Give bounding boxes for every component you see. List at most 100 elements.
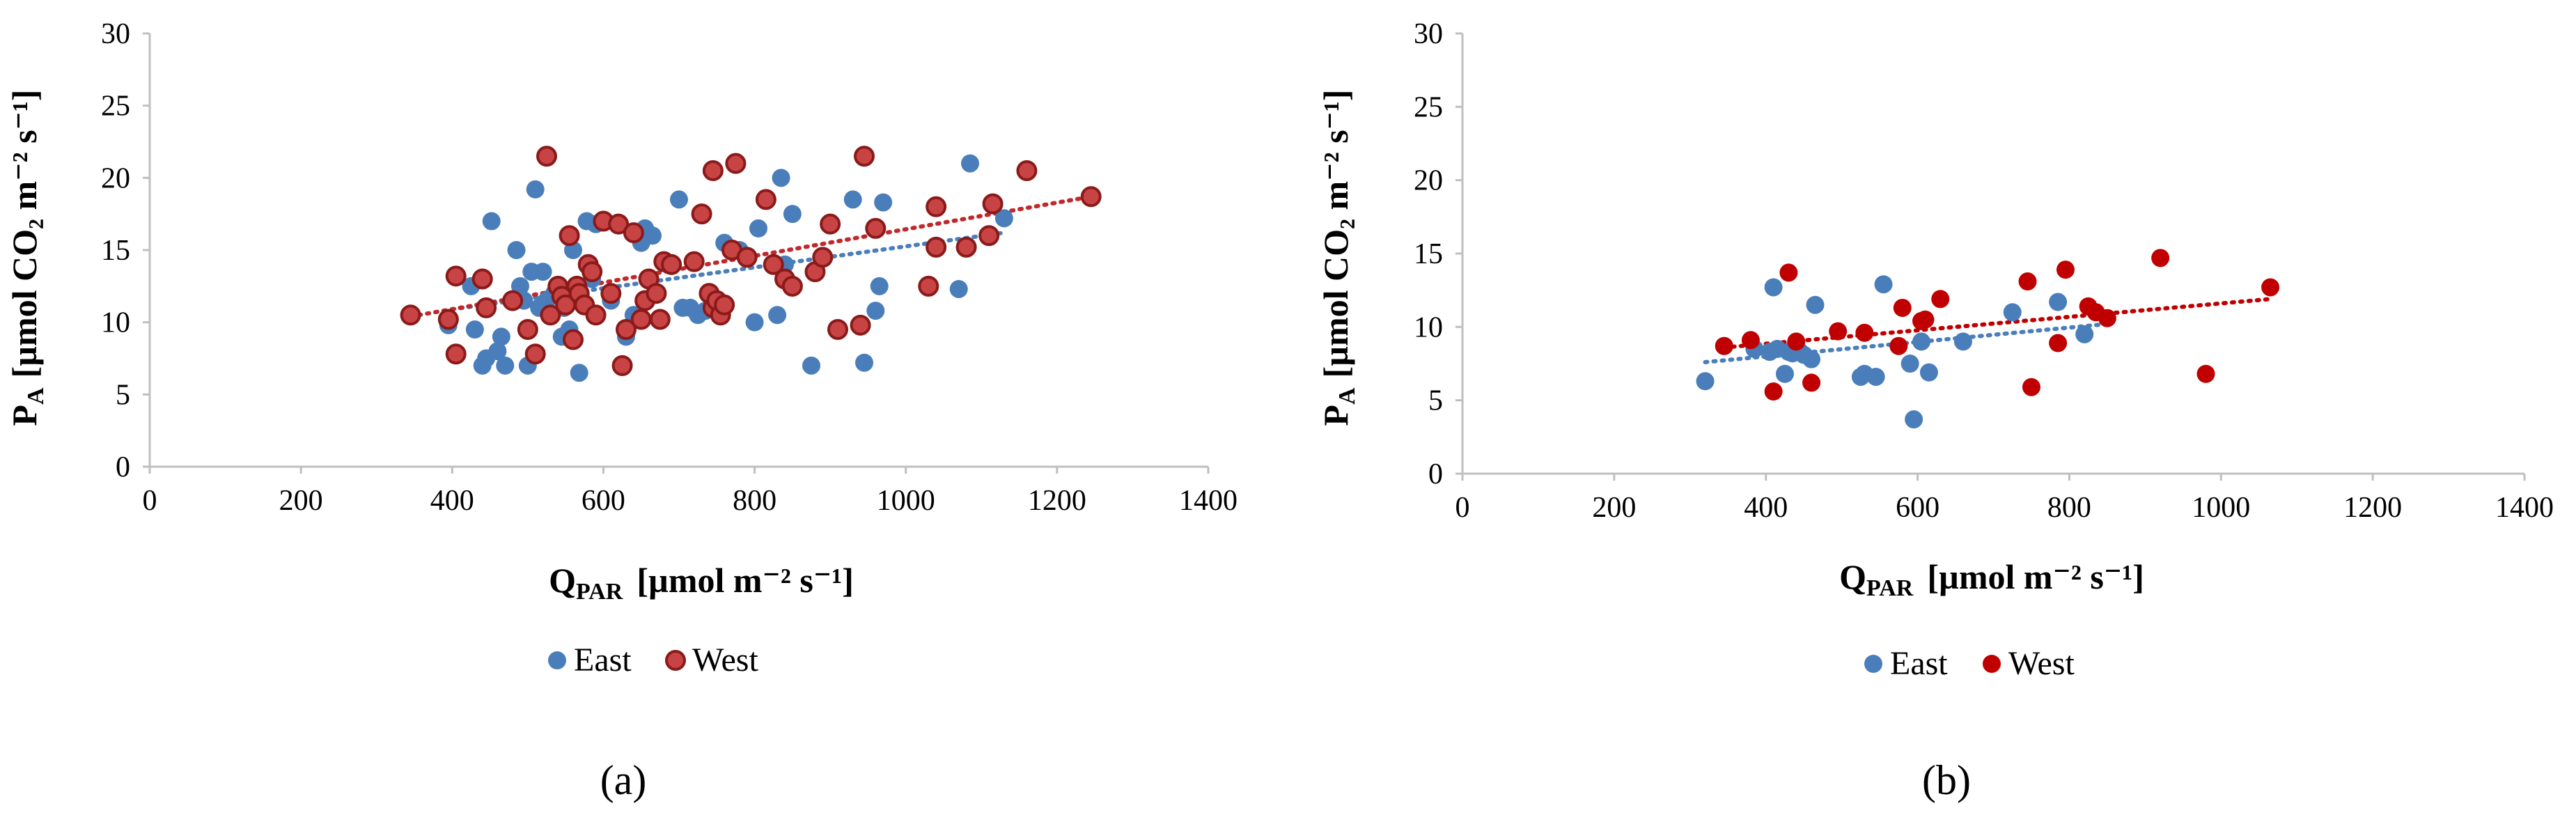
point-west (524, 343, 546, 365)
legend-label-east: East (1890, 645, 1948, 682)
point-west (400, 304, 421, 326)
point-east (1905, 410, 1923, 429)
point-west (926, 196, 947, 217)
x-tick-label: 1200 (1028, 485, 1086, 517)
x-axis-title: QPAR [µmol m⁻² s⁻¹] (1839, 557, 2144, 601)
point-west (630, 309, 652, 330)
point-west (608, 213, 630, 235)
x-tick-label: 400 (430, 485, 474, 517)
point-east (1764, 278, 1783, 297)
point-west (445, 265, 467, 287)
point-west (1893, 298, 1912, 317)
point-west (649, 309, 671, 330)
trendline-west (1722, 297, 2273, 350)
point-east (2003, 303, 2022, 322)
point-west (2022, 378, 2040, 396)
point-west (1916, 310, 1935, 329)
point-east (643, 226, 662, 245)
legend-label-west: West (692, 642, 758, 678)
point-west (714, 294, 735, 316)
point-east (570, 364, 588, 382)
legend-marker-east (1864, 655, 1882, 673)
point-east (1900, 355, 1919, 373)
point-west (691, 203, 712, 225)
y-tick-label: 0 (116, 451, 130, 483)
point-east (802, 356, 820, 375)
point-west (536, 146, 557, 167)
y-tick-label: 30 (101, 18, 130, 50)
point-west (982, 193, 1004, 215)
point-west (646, 283, 667, 304)
point-west (1829, 322, 1848, 341)
point-east (866, 302, 885, 320)
y-tick-label: 15 (1414, 238, 1443, 270)
y-tick-label: 25 (101, 91, 130, 123)
x-tick-label: 400 (1744, 492, 1788, 524)
point-west (437, 309, 459, 330)
point-west (2049, 334, 2068, 352)
point-east (1806, 295, 1825, 314)
point-west (865, 217, 887, 239)
point-west (1016, 160, 1038, 181)
point-east (949, 279, 968, 298)
legend-marker-east (548, 651, 566, 669)
y-tick-label: 10 (1414, 311, 1443, 343)
x-tick-label: 200 (1592, 492, 1636, 524)
y-tick-label: 30 (1414, 18, 1443, 50)
point-east (783, 205, 802, 224)
point-west (2151, 249, 2170, 267)
point-east (488, 342, 507, 361)
point-west (1787, 332, 1806, 351)
point-west (854, 146, 875, 167)
point-west (702, 160, 724, 181)
point-west (471, 268, 493, 290)
point-west (2261, 278, 2280, 297)
point-east (768, 306, 787, 325)
point-east (507, 241, 526, 259)
point-east (2075, 325, 2094, 343)
point-east (843, 190, 862, 209)
point-west (563, 329, 584, 350)
point-east (496, 356, 515, 375)
point-west (955, 236, 977, 258)
point-west (1889, 336, 1908, 355)
x-tick-label: 800 (733, 485, 776, 517)
y-axis-title: PA[µmol CO₂ m⁻² s⁻¹] (1316, 89, 1360, 426)
point-west (581, 261, 603, 283)
y-tick-label: 5 (1428, 385, 1443, 417)
x-axis-title: QPAR [µmol m⁻² s⁻¹] (549, 561, 854, 605)
chart-panel-a: 0 5 10 15 20 25 30 0 200 400 600 800 1000 1200 1400 QPA… (5, 18, 1238, 803)
point-east (465, 320, 484, 339)
point-west (1715, 336, 1733, 355)
point-west (781, 275, 803, 297)
point-west (611, 355, 633, 376)
point-east (1912, 332, 1931, 351)
chart-panel-b: 0 5 10 15 20 25 30 0 200 400 600 800 1000 1200 1400 QPA… (1316, 18, 2554, 803)
y-tick-label: 15 (101, 235, 130, 267)
point-east (482, 212, 501, 231)
point-east (994, 209, 1013, 228)
x-tick-label: 1000 (2192, 492, 2250, 524)
point-west (585, 304, 607, 326)
point-west (600, 283, 622, 304)
y-tick-label: 5 (116, 379, 130, 411)
point-west (616, 319, 637, 341)
point-west (445, 343, 467, 365)
legend-label-west: West (2008, 645, 2075, 682)
x-tick-label: 0 (1455, 492, 1470, 524)
x-tick-label: 600 (1896, 492, 1939, 524)
point-west (1741, 331, 1760, 350)
x-tick-label: 1400 (2495, 492, 2554, 524)
y-tick-label: 25 (1414, 91, 1443, 123)
point-west (820, 213, 841, 235)
x-tick-label: 1200 (2343, 492, 2402, 524)
point-east (2049, 293, 2068, 311)
point-west (1080, 186, 1102, 208)
point-east (855, 353, 873, 372)
point-east (1919, 363, 1938, 382)
point-west (1855, 323, 1874, 342)
point-west (683, 251, 705, 272)
panel-label: (b) (1922, 757, 1971, 803)
legend-label-east: East (574, 642, 632, 678)
point-east (670, 190, 688, 209)
